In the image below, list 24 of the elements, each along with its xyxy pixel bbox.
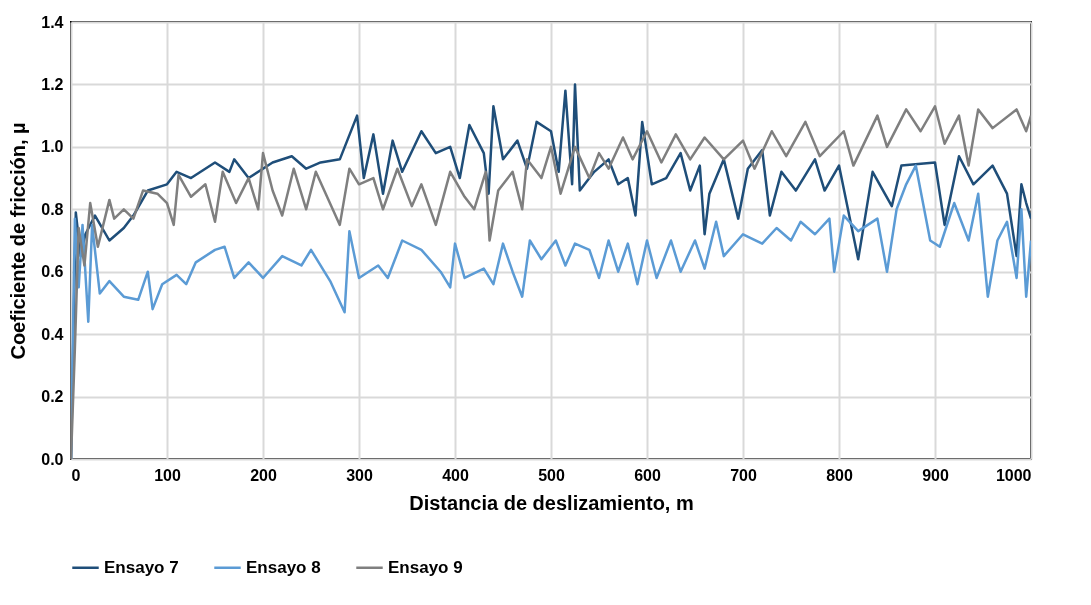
legend-label: Ensayo 9 [388,557,463,577]
legend-label: Ensayo 7 [104,557,179,577]
x-tick-label: 400 [442,466,469,484]
x-tick-label: 700 [730,466,757,484]
x-tick-label: 800 [826,466,853,484]
y-tick-label: 1.0 [41,138,64,156]
y-axis-title: Coeficiente de fricción, µ [7,122,30,360]
x-tick-label: 1000 [995,466,1032,484]
x-tick-label: 900 [922,466,949,484]
y-tick-label: 0.6 [41,263,64,281]
x-tick-label: 0 [71,466,81,484]
y-tick-label: 0.8 [41,200,64,218]
x-tick-label: 300 [346,466,373,484]
x-tick-label: 200 [250,466,277,484]
y-tick-label: 0.4 [41,325,64,343]
legend-label: Ensayo 8 [246,557,321,577]
y-tick-label: 1.4 [41,13,64,31]
x-tick-label: 600 [634,466,661,484]
x-tick-label: 500 [538,466,565,484]
y-tick-label: 0.0 [41,450,64,468]
y-tick-label: 0.2 [41,388,64,406]
x-tick-label: 100 [154,466,181,484]
y-tick-label: 1.2 [41,75,64,93]
x-axis-title: Distancia de deslizamiento, m [409,491,694,514]
